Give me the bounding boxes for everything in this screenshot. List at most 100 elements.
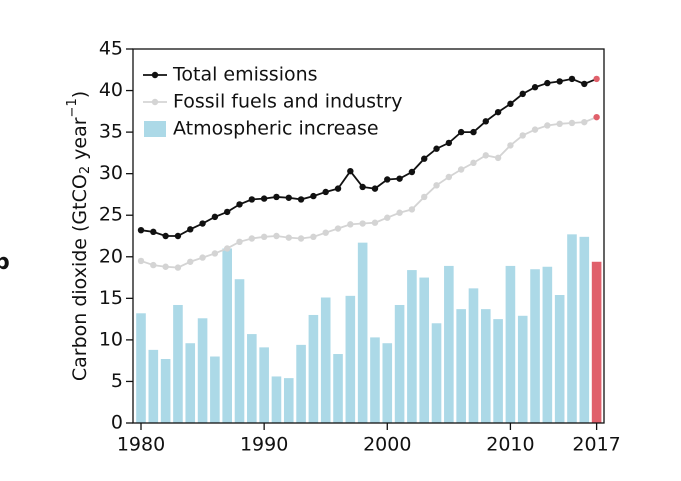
bar: [579, 236, 590, 423]
point: [581, 118, 588, 126]
point: [384, 214, 391, 221]
bar: [185, 343, 196, 423]
point: [236, 238, 243, 246]
point: [236, 201, 243, 208]
y-axis-label: Carbon dioxide (GtCO2 year−1): [65, 91, 93, 381]
panel-label: b: [0, 250, 10, 275]
y-tick-label: 15: [99, 287, 123, 309]
point: [457, 128, 465, 136]
legend-swatch: [144, 121, 166, 137]
y-tick-label: 5: [111, 370, 123, 392]
bar: [197, 318, 208, 423]
point: [384, 176, 391, 183]
legend-marker: [151, 71, 159, 79]
point: [482, 152, 489, 159]
bar: [333, 354, 343, 423]
point: [408, 206, 416, 213]
point: [162, 232, 169, 240]
bar: [554, 295, 565, 423]
bar: [308, 314, 319, 423]
point: [150, 261, 157, 269]
bar: [320, 297, 331, 423]
bar: [468, 288, 479, 423]
point: [297, 235, 305, 242]
bar: [530, 269, 540, 423]
point: [248, 196, 256, 203]
point: [433, 182, 440, 189]
point: [457, 166, 465, 173]
point: [273, 232, 280, 240]
point: [334, 225, 342, 232]
point: [396, 209, 403, 216]
bar: [271, 376, 282, 423]
bar: [259, 347, 269, 423]
y-tick-label: 35: [99, 121, 123, 143]
y-tick-label: 30: [99, 162, 123, 184]
point: [421, 155, 428, 162]
point: [260, 233, 268, 241]
y-label-part: −1: [65, 98, 80, 117]
point: [433, 145, 440, 152]
point: [359, 183, 366, 191]
bar: [394, 304, 405, 423]
bar: [296, 344, 306, 423]
bar: [493, 319, 503, 423]
point: [531, 126, 539, 133]
y-label-part: 2: [78, 166, 93, 174]
point: [408, 168, 416, 176]
point: [507, 142, 514, 149]
point: [396, 175, 403, 182]
point: [371, 185, 379, 192]
point: [482, 118, 489, 125]
bar: [431, 323, 442, 423]
point: [187, 258, 194, 265]
bar: [160, 359, 171, 423]
point: [150, 228, 157, 236]
bar: [505, 265, 516, 423]
point: [519, 90, 526, 98]
bar: [247, 334, 257, 423]
point: [544, 122, 551, 129]
point: [593, 113, 600, 121]
point: [507, 100, 514, 108]
point: [519, 132, 526, 139]
y-tick-label: 45: [99, 38, 123, 60]
bar: [357, 242, 368, 423]
point: [470, 128, 477, 136]
point: [568, 75, 576, 83]
point: [310, 192, 317, 200]
y-label-part: Carbon dioxide (GtCO: [69, 174, 91, 381]
bar: [407, 270, 417, 423]
bar: [517, 315, 528, 423]
point: [347, 167, 354, 175]
point: [285, 194, 292, 201]
point: [224, 245, 231, 252]
point: [531, 84, 539, 91]
point: [174, 232, 182, 240]
point: [285, 234, 292, 241]
bar: [222, 248, 233, 423]
bar: [136, 313, 146, 423]
point: [421, 193, 428, 201]
y-tick-label: 0: [111, 412, 123, 434]
bar: [370, 337, 380, 423]
bar: [542, 266, 553, 423]
point: [445, 173, 453, 181]
bar: [419, 277, 430, 423]
point: [211, 213, 219, 221]
point: [593, 75, 600, 83]
point: [174, 264, 182, 271]
y-tick-label: 40: [99, 79, 123, 101]
bar: [382, 343, 393, 423]
bar: [444, 265, 454, 423]
y-tick-label: 10: [99, 328, 123, 350]
point: [347, 221, 354, 228]
point: [260, 195, 268, 202]
bar: [283, 378, 294, 423]
y-label-part: ): [69, 91, 91, 98]
point: [359, 220, 366, 227]
x-tick-label: 2010: [486, 434, 534, 456]
point: [581, 80, 588, 88]
point: [248, 235, 256, 242]
x-tick-label: 1980: [117, 434, 165, 456]
